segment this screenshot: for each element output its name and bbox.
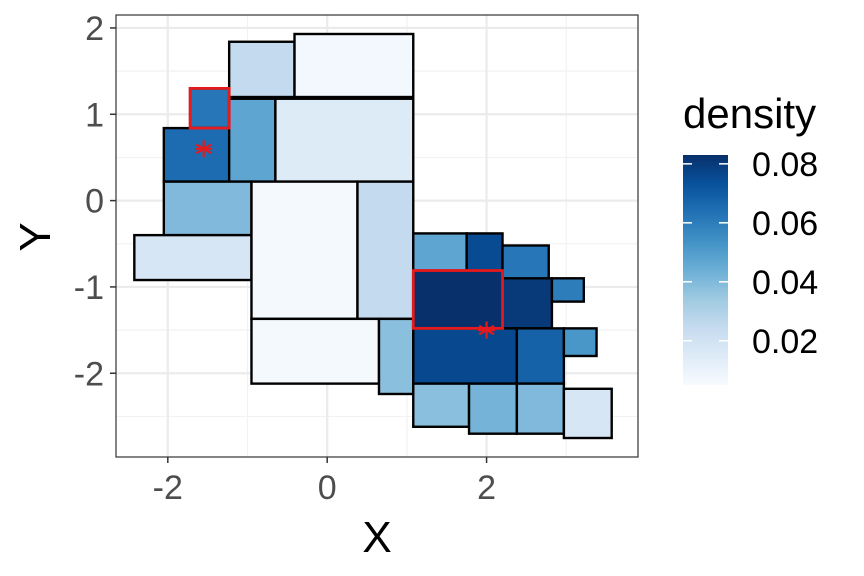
y-axis-title: Y bbox=[11, 222, 60, 251]
points bbox=[195, 140, 496, 339]
x-axis: -2 0 2 bbox=[153, 457, 496, 507]
y-tick-label: 0 bbox=[85, 183, 104, 221]
density-tile bbox=[501, 277, 554, 330]
density-tile bbox=[162, 180, 253, 237]
density-tile bbox=[562, 387, 613, 440]
density-tile bbox=[550, 277, 586, 303]
density-tile bbox=[162, 126, 231, 183]
highlight-box bbox=[411, 269, 504, 330]
tiles bbox=[133, 32, 613, 440]
density-tile bbox=[227, 97, 277, 183]
point-marker bbox=[195, 140, 213, 158]
density-tile bbox=[412, 327, 519, 385]
panel-border bbox=[115, 14, 639, 458]
plot-area bbox=[115, 14, 639, 458]
legend-label: 0.06 bbox=[752, 205, 818, 243]
density-tile bbox=[412, 382, 471, 428]
density-tile bbox=[188, 87, 231, 130]
y-tick-label: -2 bbox=[74, 355, 104, 393]
density-tile bbox=[515, 327, 566, 385]
legend-colorbar bbox=[683, 155, 728, 385]
legend-label: 0.08 bbox=[752, 146, 818, 184]
density-tile bbox=[412, 269, 504, 330]
legend-ticks: 0.08 0.06 0.04 0.02 bbox=[683, 146, 818, 361]
point-marker bbox=[478, 321, 496, 339]
x-tick-label: 0 bbox=[318, 469, 337, 507]
x-tick-label: 2 bbox=[477, 469, 496, 507]
y-tick-label: 2 bbox=[85, 10, 104, 48]
density-tile bbox=[501, 244, 550, 282]
density-tile bbox=[250, 317, 381, 385]
density-tile bbox=[250, 180, 359, 321]
legend-title: density bbox=[683, 90, 816, 137]
density-tile bbox=[293, 32, 415, 99]
legend-label: 0.02 bbox=[752, 323, 818, 361]
legend-label: 0.04 bbox=[752, 264, 818, 302]
density-tile bbox=[377, 317, 415, 396]
density-tile bbox=[467, 382, 519, 435]
y-tick-label: 1 bbox=[85, 96, 104, 134]
highlight-box bbox=[188, 86, 231, 130]
legend: density 0.08 0.06 0.04 0.02 bbox=[683, 90, 818, 385]
highlight-boxes bbox=[188, 86, 504, 330]
y-tick-label: -1 bbox=[74, 269, 104, 307]
density-tile bbox=[515, 382, 566, 435]
x-axis-title: X bbox=[362, 513, 391, 562]
density-tile bbox=[274, 97, 415, 183]
density-tile bbox=[562, 327, 598, 358]
density-tile bbox=[356, 180, 415, 321]
density-tile bbox=[227, 40, 296, 99]
density-tile bbox=[133, 233, 253, 282]
y-axis: 2 1 0 -1 -2 bbox=[74, 10, 116, 393]
x-tick-label: -2 bbox=[153, 469, 183, 507]
